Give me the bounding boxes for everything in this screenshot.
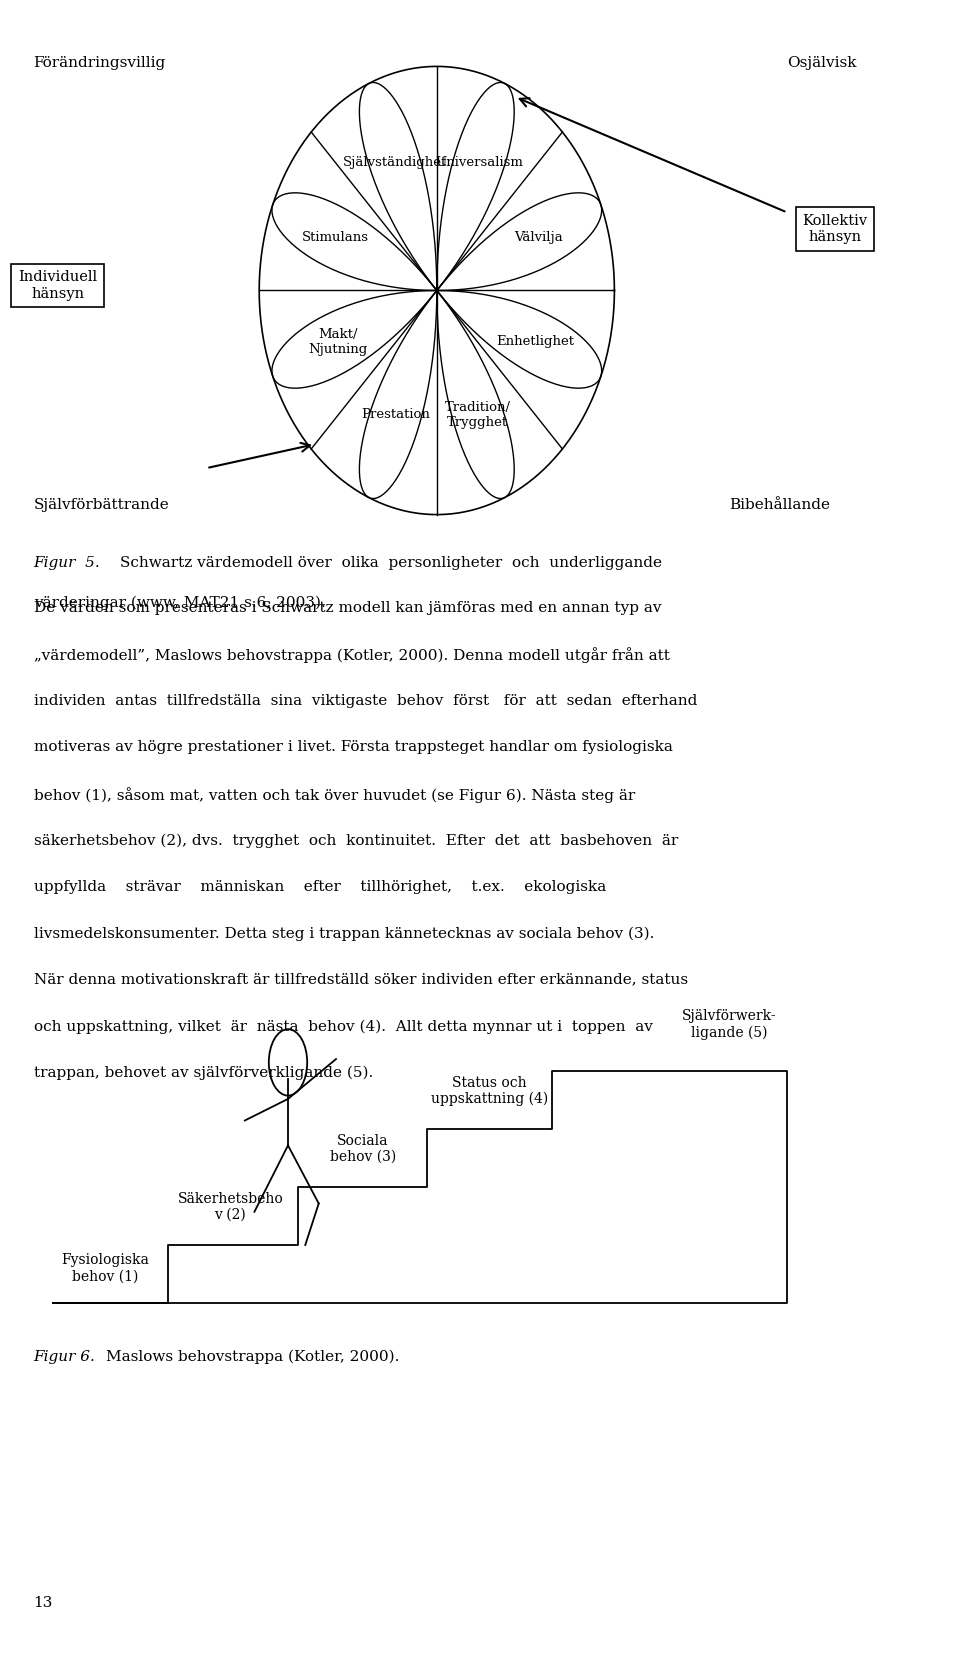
- Text: Figur 6.: Figur 6.: [34, 1350, 95, 1363]
- Text: behov (1), såsom mat, vatten och tak över huvudet (se Figur 6). Nästa steg är: behov (1), såsom mat, vatten och tak öve…: [34, 787, 635, 803]
- Text: Status och
uppskattning (4): Status och uppskattning (4): [431, 1076, 548, 1106]
- Text: De värden som presenteras i Schwartz modell kan jämföras med en annan typ av: De värden som presenteras i Schwartz mod…: [34, 601, 661, 614]
- Text: livsmedelskonsumenter. Detta steg i trappan kännetecknas av sociala behov (3).: livsmedelskonsumenter. Detta steg i trap…: [34, 926, 654, 941]
- Text: individen  antas  tillfredställa  sina  viktigaste  behov  först   för  att  sed: individen antas tillfredställa sina vikt…: [34, 694, 697, 707]
- Text: säkerhetsbehov (2), dvs.  trygghet  och  kontinuitet.  Efter  det  att  basbehov: säkerhetsbehov (2), dvs. trygghet och ko…: [34, 833, 678, 848]
- Text: Självförwerk-
ligande (5): Självförwerk- ligande (5): [683, 1009, 777, 1039]
- Text: „värdemodell”, Maslows behovstrappa (Kotler, 2000). Denna modell utgår från att: „värdemodell”, Maslows behovstrappa (Kot…: [34, 647, 669, 664]
- Text: Bibehållande: Bibehållande: [730, 498, 830, 511]
- Text: Makt/
Njutning: Makt/ Njutning: [309, 329, 368, 355]
- Text: uppfyllda    strävar    människan    efter    tillhörighet,    t.ex.    ekologis: uppfyllda strävar människan efter tillhö…: [34, 880, 606, 893]
- Text: trappan, behovet av självförverkligande (5).: trappan, behovet av självförverkligande …: [34, 1066, 372, 1081]
- Text: Osjälvisk: Osjälvisk: [787, 56, 856, 70]
- Text: Välvilja: Välvilja: [515, 231, 563, 244]
- Text: Schwartz värdemodell över  olika  personligheter  och  underliggande: Schwartz värdemodell över olika personli…: [120, 556, 662, 569]
- Text: Universalism: Universalism: [435, 156, 523, 169]
- Text: Kollektiv
hänsyn: Kollektiv hänsyn: [803, 214, 868, 244]
- Text: Självständighet: Självständighet: [343, 156, 446, 169]
- Text: Tradition/
Trygghet: Tradition/ Trygghet: [444, 400, 511, 428]
- Text: Figur  5.: Figur 5.: [34, 556, 101, 569]
- Text: Säkerhetsbeho
v (2): Säkerhetsbeho v (2): [178, 1192, 283, 1222]
- Text: Självförbättrande: Självförbättrande: [34, 498, 169, 511]
- Text: 13: 13: [34, 1597, 53, 1610]
- Text: Fysiologiska
behov (1): Fysiologiska behov (1): [61, 1253, 150, 1283]
- Text: värderingar (www, MAT21 s.6, 2003).: värderingar (www, MAT21 s.6, 2003).: [34, 596, 325, 611]
- Text: Sociala
behov (3): Sociala behov (3): [329, 1134, 396, 1164]
- Text: När denna motivationskraft är tillfredställd söker individen efter erkännande, s: När denna motivationskraft är tillfredst…: [34, 973, 687, 986]
- Text: Stimulans: Stimulans: [301, 231, 369, 244]
- Text: motiveras av högre prestationer i livet. Första trappsteget handlar om fysiologi: motiveras av högre prestationer i livet.…: [34, 740, 672, 754]
- Text: Prestation: Prestation: [362, 408, 430, 422]
- Text: Förändringsvillig: Förändringsvillig: [34, 56, 166, 70]
- Text: Maslows behovstrappa (Kotler, 2000).: Maslows behovstrappa (Kotler, 2000).: [106, 1350, 399, 1365]
- Text: och uppskattning, vilket  är  nästa  behov (4).  Allt detta mynnar ut i  toppen : och uppskattning, vilket är nästa behov …: [34, 1019, 653, 1034]
- Text: Enhetlighet: Enhetlighet: [496, 335, 574, 349]
- Text: Individuell
hänsyn: Individuell hänsyn: [18, 271, 97, 300]
